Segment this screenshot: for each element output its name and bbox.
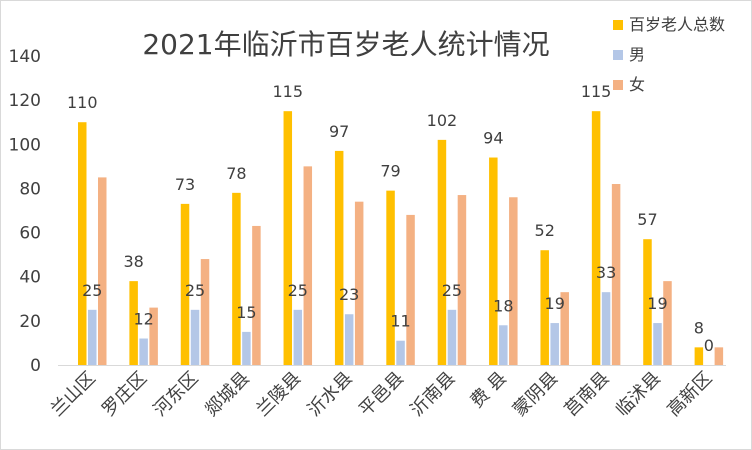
legend-label: 女: [629, 75, 645, 94]
legend-swatch: [613, 20, 623, 30]
bar-total: [386, 190, 395, 365]
bar-total: [180, 203, 190, 365]
x-category-label: 河东区: [150, 368, 203, 421]
y-tick-label: 100: [9, 135, 41, 155]
bar-female: [149, 307, 158, 365]
bar-male: [88, 309, 97, 365]
x-category-label: 蒙阴县: [509, 368, 562, 421]
x-category-label: 莒南县: [561, 368, 614, 421]
x-category-label: 费 县: [467, 368, 511, 412]
data-label: 38: [123, 252, 143, 271]
y-tick-label: 80: [19, 179, 41, 199]
bar-female: [611, 184, 621, 365]
bar-male: [293, 309, 303, 365]
data-label: 25: [288, 281, 308, 300]
data-label: 79: [380, 162, 400, 181]
x-axis: 兰山区罗庄区河东区郯城县兰陵县沂水县平邑县沂南县费 县蒙阴县莒南县临沭县高新区: [47, 365, 726, 421]
bar-male: [242, 331, 251, 365]
bar-total: [540, 250, 549, 365]
data-label: 12: [133, 310, 153, 329]
bar-female: [406, 214, 415, 365]
x-category-label: 沂南县: [406, 368, 459, 421]
x-category-label: 郯城县: [201, 368, 254, 421]
data-label: 115: [581, 82, 612, 101]
bar-total: [129, 281, 138, 365]
data-label: 25: [185, 281, 205, 300]
bars: [78, 111, 724, 365]
y-tick-label: 60: [19, 224, 41, 244]
data-label: 57: [637, 210, 657, 229]
bar-total: [232, 192, 241, 365]
bar-total: [334, 150, 344, 365]
legend-label: 百岁老人总数: [629, 15, 725, 34]
bar-male: [344, 314, 354, 365]
bar-female: [457, 195, 467, 365]
data-label: 18: [493, 296, 513, 315]
data-label: 102: [427, 111, 458, 130]
bar-male: [139, 338, 148, 365]
x-category-label: 高新区: [663, 368, 716, 421]
data-label: 8: [694, 318, 704, 337]
data-label: 23: [339, 285, 359, 304]
data-label: 115: [273, 82, 304, 101]
bar-male: [447, 309, 457, 365]
bar-male: [190, 309, 200, 365]
bar-male: [499, 325, 508, 365]
y-tick-label: 40: [19, 268, 41, 288]
y-tick-label: 120: [9, 91, 41, 111]
bar-female: [252, 225, 261, 365]
bar-female: [354, 201, 364, 365]
x-category-label: 兰陵县: [252, 368, 305, 421]
bar-female: [303, 166, 313, 365]
data-label: 94: [483, 129, 503, 148]
bar-female: [714, 347, 724, 365]
bar-male: [601, 292, 611, 365]
bar-total: [694, 347, 704, 365]
data-label: 25: [442, 281, 462, 300]
x-category-label: 兰山区: [47, 368, 100, 421]
bar-total: [78, 122, 87, 365]
bar-total: [437, 139, 447, 365]
data-label: 19: [545, 294, 565, 313]
y-tick-label: 0: [30, 356, 41, 376]
data-label: 25: [82, 281, 102, 300]
data-label: 19: [647, 294, 667, 313]
bar-male: [653, 323, 662, 365]
bar-total: [643, 239, 652, 365]
legend-label: 男: [629, 45, 645, 64]
legend-swatch: [613, 50, 623, 60]
data-label: 73: [175, 175, 195, 194]
x-category-label: 沂水县: [304, 368, 357, 421]
data-label: 52: [535, 221, 555, 240]
data-label: 78: [226, 164, 246, 183]
bar-female: [200, 259, 210, 365]
bar-female: [663, 281, 672, 365]
data-labels: 110 25 38 12 73 25 78 15 115 25 97 23 79 11 102 25 94 18 5…: [67, 82, 714, 355]
data-label: 110: [67, 93, 98, 112]
data-label: 11: [390, 312, 410, 331]
x-category-label: 临沭县: [612, 368, 665, 421]
y-tick-label: 20: [19, 312, 41, 332]
bar-male: [550, 323, 559, 365]
x-category-label: 罗庄区: [98, 368, 151, 421]
bar-total: [591, 111, 601, 365]
y-tick-label: 140: [9, 47, 41, 67]
bar-total: [283, 111, 293, 365]
bar-male: [396, 340, 405, 365]
bar-female: [509, 197, 518, 365]
x-category-label: 平邑县: [355, 368, 408, 421]
legend-swatch: [613, 80, 623, 90]
bar-total: [489, 157, 498, 365]
bar-female: [560, 292, 569, 365]
data-label: 97: [329, 122, 349, 141]
y-axis: 0 20 40 60 80 100 120 140: [9, 47, 41, 376]
data-label: 33: [596, 263, 616, 282]
chart-title: 2021年临沂市百岁老人统计情况: [142, 28, 549, 61]
data-label: 0: [704, 336, 714, 355]
bar-female: [98, 177, 107, 365]
data-label: 15: [236, 303, 256, 322]
